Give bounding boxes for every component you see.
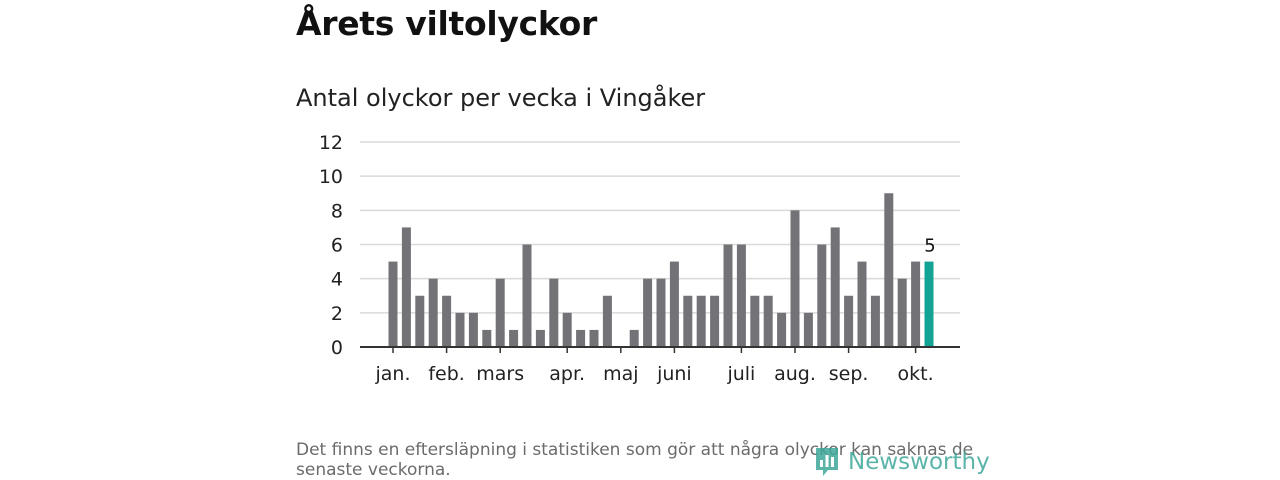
bar-highlight: [924, 261, 934, 347]
bar: [897, 278, 907, 347]
bar: [750, 295, 760, 347]
bar: [629, 329, 639, 347]
bar: [428, 278, 438, 347]
bar: [495, 278, 505, 347]
y-tick-label: 6: [331, 235, 343, 257]
bar: [535, 329, 545, 347]
bar: [468, 312, 478, 347]
bar: [388, 261, 398, 347]
x-tick-label: okt.: [898, 363, 934, 385]
x-tick-label: juni: [656, 363, 692, 385]
newsworthy-logo-icon: [816, 448, 838, 476]
logo-text: Newsworthy: [848, 449, 990, 475]
bar: [576, 329, 586, 347]
x-tick-label: sep.: [829, 363, 869, 385]
bar: [710, 295, 720, 347]
bar: [482, 329, 492, 347]
chart-subtitle: Antal olyckor per vecka i Vingåker: [296, 84, 706, 112]
x-tick-label: apr.: [549, 363, 585, 385]
x-tick-label: aug.: [774, 363, 816, 385]
x-tick-label: jan.: [374, 363, 410, 385]
bar: [790, 210, 800, 347]
bar: [669, 261, 679, 347]
bar: [643, 278, 653, 347]
bar: [696, 295, 706, 347]
bar: [817, 244, 827, 347]
newsworthy-logo: Newsworthy: [814, 445, 990, 479]
bar: [549, 278, 559, 347]
bar: [857, 261, 867, 347]
x-tick-label: maj: [603, 363, 638, 385]
bar: [911, 261, 921, 347]
bars: [388, 193, 934, 347]
bar: [602, 295, 612, 347]
bar: [509, 329, 519, 347]
bar: [763, 295, 773, 347]
footnote: Det finns en eftersläpning i statistiken…: [296, 440, 974, 480]
y-tick-label: 0: [331, 337, 343, 359]
bar: [683, 295, 693, 347]
bar: [803, 312, 813, 347]
bar: [442, 295, 452, 347]
y-axis-ticks: 0 2 4 6 8 10 12: [319, 132, 343, 359]
highlight-value-label: 5: [924, 236, 935, 257]
x-tick-label: mars: [476, 363, 524, 385]
y-tick-label: 10: [319, 166, 343, 188]
bar: [870, 295, 880, 347]
bar: [562, 312, 572, 347]
bar: [777, 312, 787, 347]
x-axis-ticks: jan. feb. mars apr. maj juni juli aug. sep. okt.: [374, 347, 934, 385]
data-labels: 5: [924, 236, 935, 257]
y-tick-label: 2: [331, 303, 343, 325]
x-tick-label: juli: [726, 363, 755, 385]
bar: [401, 227, 411, 347]
bar: [415, 295, 425, 347]
bar: [656, 278, 666, 347]
y-tick-label: 8: [331, 200, 343, 222]
bar: [589, 329, 599, 347]
y-tick-label: 12: [319, 132, 343, 154]
x-tick-label: feb.: [428, 363, 464, 385]
bar: [455, 312, 465, 347]
bar: [736, 244, 746, 347]
bar: [522, 244, 532, 347]
bar: [884, 193, 894, 347]
bar: [723, 244, 733, 347]
bar: [830, 227, 840, 347]
bar: [844, 295, 854, 347]
y-tick-label: 4: [331, 269, 343, 291]
page-title: Årets viltolyckor: [296, 4, 597, 43]
